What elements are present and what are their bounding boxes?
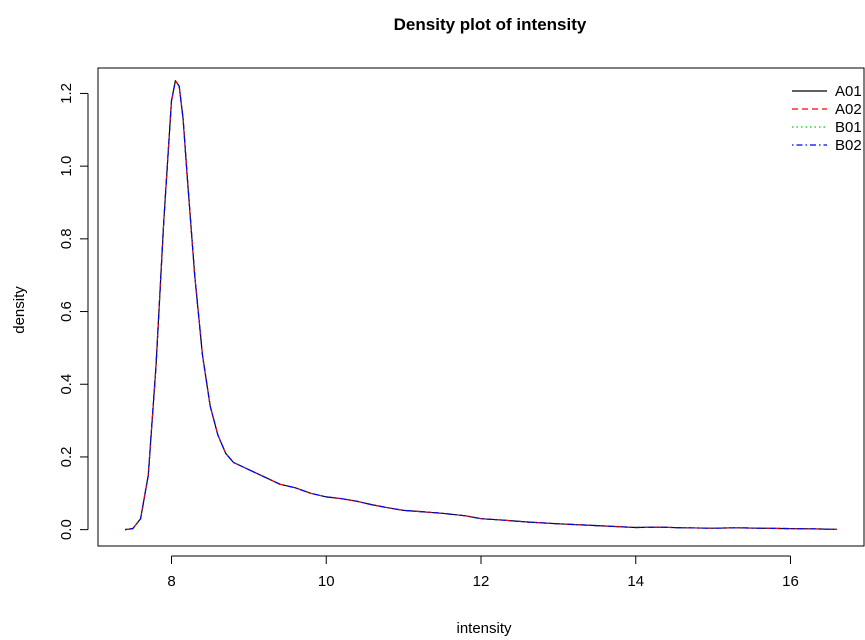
- y-tick-label: 0.8: [58, 228, 75, 249]
- y-tick-label: 0.2: [58, 447, 75, 468]
- plot-frame: [97, 67, 865, 547]
- y-tick-label: 1.2: [58, 83, 75, 104]
- x-axis-label: intensity: [456, 620, 512, 637]
- x-tick-label: 16: [782, 573, 799, 590]
- y-tick-label: 0.6: [58, 301, 75, 322]
- legend-label-a01: A01: [835, 83, 862, 100]
- y-axis-label: density: [11, 286, 28, 334]
- legend-label-b01: B01: [835, 119, 862, 136]
- series-line-a01: [125, 80, 837, 531]
- y-tick-label: 0.4: [58, 374, 75, 395]
- series-line-b02: [125, 80, 837, 531]
- y-tick-label: 0.0: [58, 519, 75, 540]
- x-tick-label: 14: [627, 573, 644, 590]
- y-tick-label: 1.0: [58, 156, 75, 177]
- series-line-b01: [125, 80, 837, 531]
- series-lines: [125, 80, 837, 531]
- x-tick-label: 8: [167, 573, 175, 590]
- legend-label-a02: A02: [835, 101, 862, 118]
- y-axis: 0.0 0.2 0.4 0.6 0.8 1.0 1.2: [58, 83, 89, 540]
- legend-label-b02: B02: [835, 137, 862, 154]
- x-axis: 8 10 12 14 16: [167, 555, 799, 590]
- x-tick-label: 12: [473, 573, 490, 590]
- x-tick-label: 10: [318, 573, 335, 590]
- series-line-a02: [125, 80, 837, 531]
- chart-title: Density plot of intensity: [394, 15, 587, 34]
